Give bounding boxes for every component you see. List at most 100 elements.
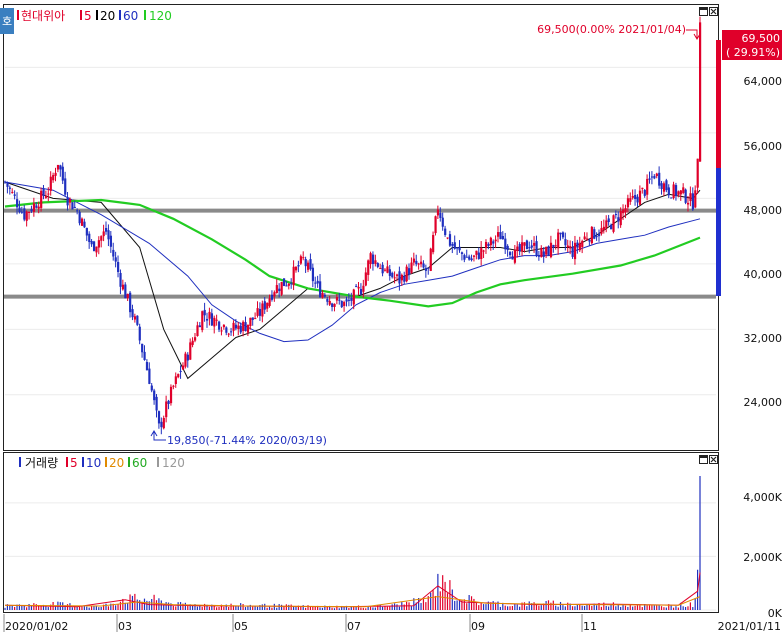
candle-body bbox=[40, 190, 43, 208]
candle-body bbox=[304, 259, 307, 267]
candle-body bbox=[275, 285, 278, 293]
candle-body bbox=[626, 198, 630, 208]
candle-body bbox=[453, 242, 456, 249]
candle-body bbox=[179, 370, 182, 373]
candle-body bbox=[321, 292, 324, 298]
candle-body bbox=[646, 178, 649, 195]
candle-body bbox=[388, 269, 391, 276]
candle-body bbox=[405, 266, 408, 282]
candle-body bbox=[232, 322, 235, 331]
high-annotation-pointer bbox=[686, 29, 698, 38]
candle-body bbox=[11, 191, 14, 193]
candle-body bbox=[484, 241, 488, 249]
candle-body bbox=[557, 232, 560, 249]
candle-body bbox=[174, 376, 177, 384]
candle-body bbox=[222, 324, 226, 328]
candle-body bbox=[468, 256, 471, 260]
candle-body bbox=[237, 325, 240, 329]
candle-body bbox=[691, 193, 694, 210]
candle-body bbox=[25, 211, 28, 221]
candle-body bbox=[97, 240, 100, 248]
candle-body bbox=[511, 256, 514, 260]
x-tick: 2020/01/02 bbox=[5, 620, 68, 633]
candle-body bbox=[617, 217, 620, 222]
candle-body bbox=[71, 202, 74, 210]
candle-body bbox=[244, 322, 247, 332]
candle-body bbox=[85, 227, 88, 236]
candle-body bbox=[364, 272, 367, 286]
candle-body bbox=[506, 245, 509, 251]
candle-body bbox=[230, 331, 233, 333]
legend-swatch bbox=[66, 457, 68, 467]
candle-body bbox=[83, 221, 86, 228]
candle-body bbox=[323, 294, 327, 297]
volume-title: 거래량 bbox=[25, 456, 58, 470]
maximize-icon[interactable] bbox=[699, 455, 708, 464]
candle-body bbox=[684, 189, 687, 203]
price-grid bbox=[5, 66, 716, 396]
candle-body bbox=[121, 284, 125, 290]
candle-body bbox=[528, 247, 531, 249]
candle-body bbox=[282, 278, 286, 286]
candle-body bbox=[196, 325, 199, 337]
candle-body bbox=[658, 172, 661, 186]
candle-body bbox=[68, 199, 72, 203]
legend-vma120: 120 bbox=[162, 456, 185, 470]
candle-body bbox=[64, 178, 67, 195]
candle-body bbox=[381, 264, 384, 274]
candle-body bbox=[509, 252, 512, 256]
candle-body bbox=[542, 251, 545, 257]
candle-body bbox=[189, 342, 192, 360]
volume-legend: 거래량 5 10 20 60 120 bbox=[19, 456, 185, 470]
candle-body bbox=[162, 418, 165, 429]
maximize-icon[interactable] bbox=[699, 7, 708, 16]
candle-body bbox=[167, 400, 170, 404]
candle-body bbox=[593, 229, 596, 239]
candle-body bbox=[114, 257, 117, 262]
candle-body bbox=[504, 238, 507, 250]
candle-body bbox=[446, 237, 449, 239]
candle-body bbox=[487, 243, 490, 247]
range-bar-up bbox=[716, 40, 721, 168]
candle-body bbox=[518, 244, 521, 252]
candle-body bbox=[547, 246, 550, 256]
candle-body bbox=[206, 318, 209, 321]
candle-body bbox=[552, 244, 555, 248]
candle-body bbox=[463, 255, 466, 260]
candle-body bbox=[343, 302, 346, 306]
volume-tick: 2,000K bbox=[743, 551, 782, 564]
market-badge-label: 호 bbox=[2, 15, 12, 28]
candle-body bbox=[408, 268, 411, 275]
volume-panel-controls bbox=[699, 455, 718, 464]
ma60-line bbox=[4, 181, 701, 343]
candle-body bbox=[203, 309, 206, 316]
candle-body bbox=[311, 267, 315, 282]
candle-body bbox=[583, 236, 586, 240]
candle-body bbox=[136, 315, 139, 325]
maximize-icon-bar bbox=[700, 8, 707, 10]
market-badge[interactable] bbox=[0, 8, 14, 34]
candle-body bbox=[160, 421, 163, 428]
candle-body bbox=[564, 239, 567, 246]
candle-body bbox=[585, 238, 589, 240]
candle-body bbox=[148, 368, 151, 384]
candle-body bbox=[477, 252, 480, 259]
candle-body bbox=[636, 196, 639, 203]
candle-body bbox=[307, 262, 310, 270]
candle-body bbox=[131, 309, 134, 318]
x-tick: 05 bbox=[234, 620, 248, 633]
candle-body bbox=[597, 233, 601, 237]
candle-body bbox=[227, 333, 230, 335]
high-annotation-arrow bbox=[693, 33, 701, 40]
candle-body bbox=[383, 269, 387, 271]
candle-body bbox=[133, 316, 137, 320]
candle-body bbox=[316, 280, 319, 284]
legend-swatch bbox=[96, 10, 98, 20]
candle-body bbox=[619, 210, 622, 226]
candle-body bbox=[667, 187, 670, 196]
candle-body bbox=[624, 208, 627, 213]
candle-body bbox=[573, 242, 577, 260]
candle-body bbox=[109, 235, 113, 247]
candle-body bbox=[278, 288, 281, 292]
